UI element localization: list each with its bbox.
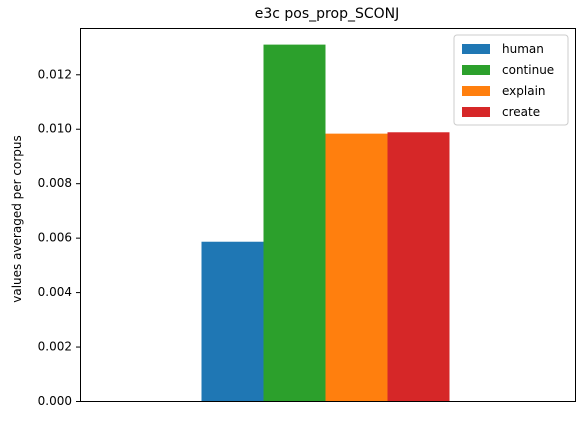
y-tick-label: 0.008	[38, 176, 72, 190]
y-tick-label: 0.006	[38, 231, 72, 245]
y-tick-label: 0.004	[38, 285, 72, 299]
legend: human continue explain create	[453, 34, 569, 126]
bar-create	[387, 132, 450, 401]
legend-label-continue: continue	[502, 63, 554, 77]
bars-layer	[201, 44, 450, 402]
legend-label-create: create	[502, 105, 540, 119]
legend-swatch-continue	[462, 65, 490, 75]
plot-frame	[80, 28, 576, 402]
legend-swatch-create	[462, 107, 490, 117]
legend-swatch-explain	[462, 86, 490, 96]
chart-title: e3c pos_prop_SCONJ	[255, 6, 399, 22]
y-tick-label: 0.010	[38, 122, 72, 136]
bar-human	[201, 241, 264, 401]
y-axis-ticks: 0.000 0.002 0.004 0.006 0.008 0.010 0.012	[38, 67, 80, 408]
y-tick-label: 0.012	[38, 67, 72, 81]
legend-swatch-human	[462, 44, 490, 54]
legend-label-human: human	[502, 42, 544, 56]
bar-continue	[263, 44, 326, 401]
legend-box	[453, 34, 569, 126]
y-tick-label: 0.002	[38, 340, 72, 354]
legend-label-explain: explain	[502, 84, 546, 98]
y-axis-label: values averaged per corpus	[10, 135, 24, 303]
y-tick-label: 0.000	[38, 394, 72, 408]
bar-explain	[325, 133, 388, 402]
